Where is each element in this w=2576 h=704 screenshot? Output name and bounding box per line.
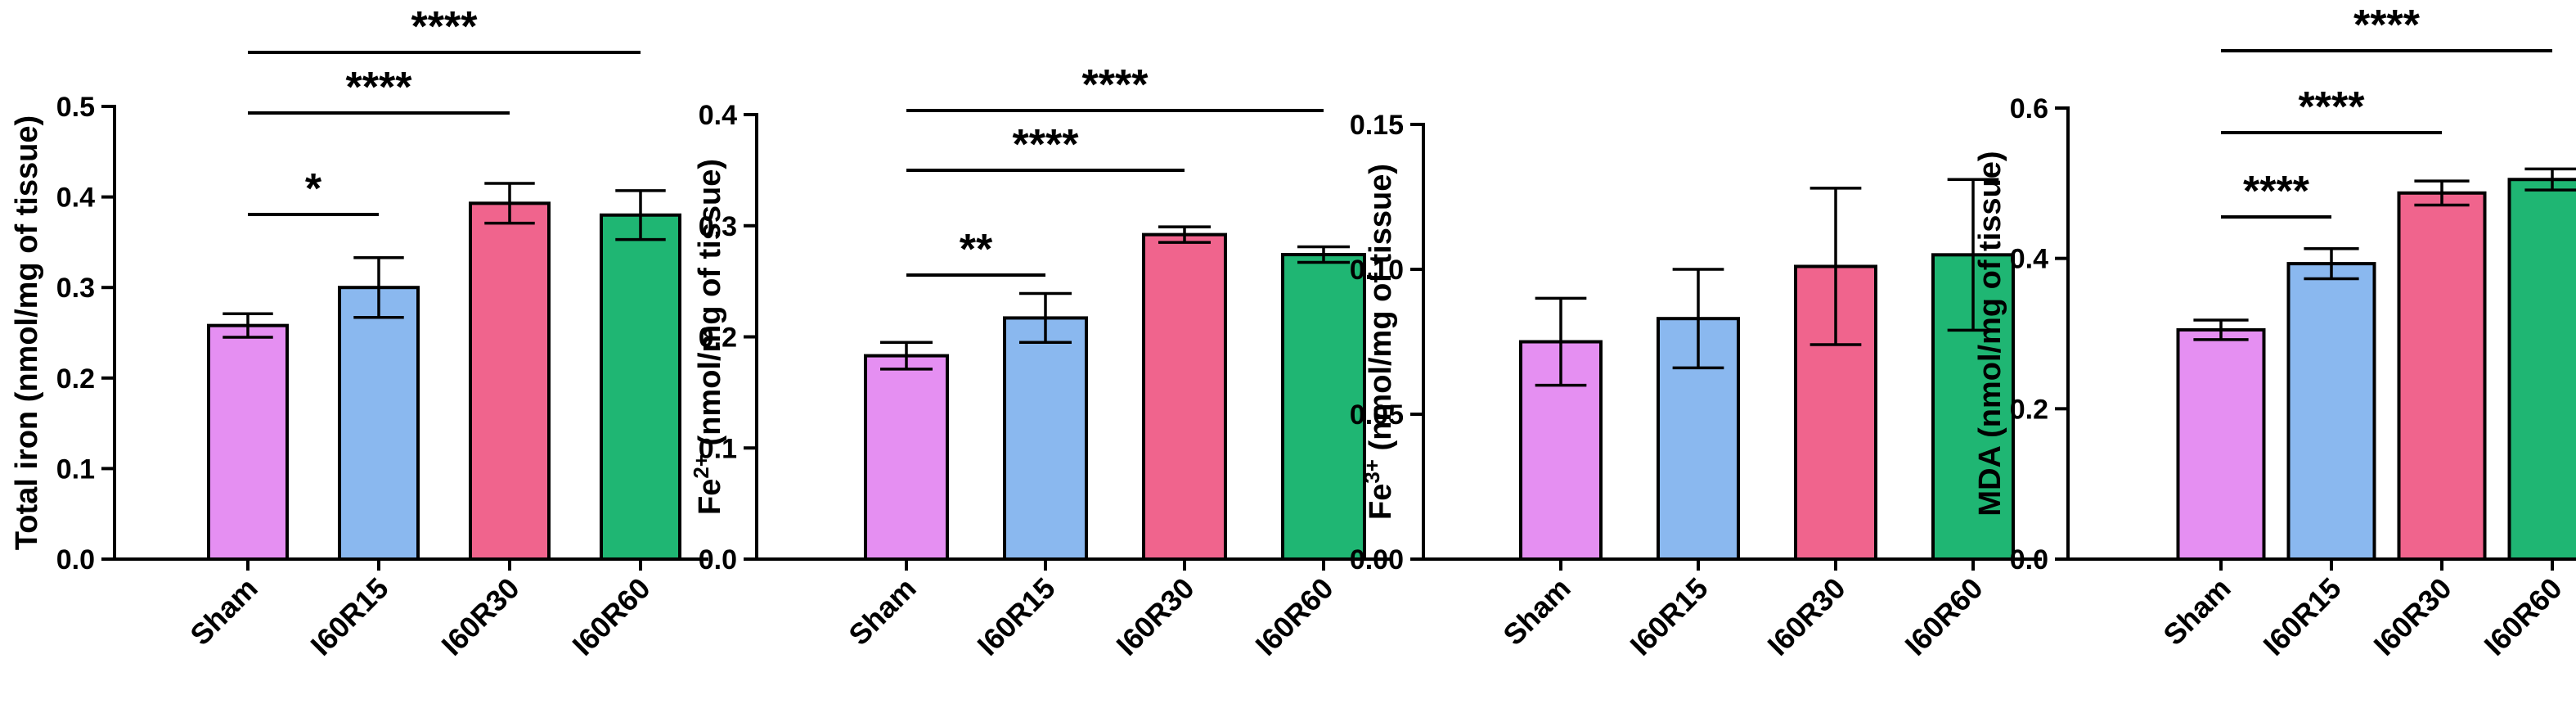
bar-sham	[1519, 340, 1603, 561]
y-tick-label: 0.10	[1350, 255, 1404, 286]
chart-panel-1: 0.0 0.1 0.2 0.3 0.4 0.5 Total iron (nmol/mg of…	[10, 3, 708, 662]
y-tick-label: 0.2	[699, 323, 737, 354]
significance-label: ****	[2353, 2, 2421, 49]
y-axis-label: Fe3+ (nmol/mg of tissue)	[1360, 164, 1398, 520]
y-tick-label: 0.5	[56, 92, 95, 123]
chart-panel-2: 0.0 0.1 0.2 0.3 0.4 Fe2+ (nmol/mg of tissue) S…	[689, 61, 1393, 662]
x-tick-label: I60R60	[1899, 571, 1989, 662]
y-tick-label: 0.4	[56, 183, 95, 214]
bar-sham	[2176, 327, 2266, 561]
significance-label: **	[960, 226, 993, 273]
x-tick-label: Sham	[1496, 571, 1576, 652]
y-tick-label: 0.3	[699, 211, 737, 242]
y-axis-label: Fe2+ (nmol/mg of tissue)	[689, 159, 727, 515]
significance-label: ****	[2243, 168, 2310, 215]
significance-label: ****	[411, 3, 479, 51]
y-tick-label: 0.00	[1350, 544, 1404, 575]
x-tick-label: Sham	[2156, 571, 2237, 652]
x-tick-label: I60R60	[566, 571, 657, 662]
bar-i60r15	[1003, 316, 1088, 561]
y-tick-label: 0.15	[1350, 110, 1404, 141]
x-tick-label: Sham	[183, 571, 263, 652]
bar-sham	[207, 323, 289, 561]
x-tick-label: I60R30	[435, 571, 526, 662]
y-tick-label: 0.1	[56, 454, 95, 485]
bar-i60r15	[338, 286, 420, 561]
x-tick-label: I60R30	[1761, 571, 1852, 662]
significance-label: *	[305, 165, 322, 213]
y-tick-label: 0.2	[2010, 394, 2048, 425]
y-tick-label: 0.3	[56, 273, 95, 304]
x-tick-label: I60R15	[1624, 571, 1715, 662]
bar-i60r60	[600, 213, 681, 561]
y-axis-label: MDA (nmol/mg of tissue)	[1973, 151, 2007, 516]
chart-panel-3: 0.00 0.05 0.10 0.15 Fe3+ (nmol/mg of tissue)…	[1350, 110, 2042, 662]
x-tick-label: I60R15	[2257, 571, 2348, 662]
y-tick-label: 0.4	[699, 100, 737, 131]
y-tick-label: 0.0	[699, 544, 737, 575]
significance-label: ****	[1082, 61, 1149, 109]
y-tick-label: 0.0	[2010, 544, 2048, 575]
bar-i60r30	[469, 201, 551, 561]
bar-i60r30	[1142, 232, 1227, 561]
x-tick-label: I60R60	[1249, 571, 1340, 662]
significance-label: ****	[1013, 121, 1080, 169]
y-tick-label: 0.2	[56, 363, 95, 395]
x-tick-label: Sham	[842, 571, 922, 652]
y-tick-label: 0.6	[2010, 93, 2048, 124]
x-tick-label: I60R60	[2478, 571, 2569, 662]
y-tick-label: 0.05	[1350, 399, 1404, 431]
bar-sham	[864, 354, 949, 562]
bar-i60r15	[2286, 262, 2376, 561]
bar-i60r30	[2397, 191, 2487, 561]
y-tick-label: 0.1	[699, 433, 737, 464]
significance-label: ****	[346, 64, 413, 111]
y-tick-label: 0.0	[56, 544, 95, 575]
significance-label: ****	[2299, 83, 2366, 131]
x-tick-label: I60R30	[1110, 571, 1201, 662]
x-tick-label: I60R30	[2367, 571, 2458, 662]
x-tick-label: I60R15	[971, 571, 1062, 662]
y-axis-label: Total iron (nmol/mg of tissue)	[10, 115, 44, 550]
y-tick-label: 0.4	[2010, 244, 2048, 275]
x-tick-label: I60R15	[304, 571, 395, 662]
bar-i60r60	[2507, 178, 2576, 561]
